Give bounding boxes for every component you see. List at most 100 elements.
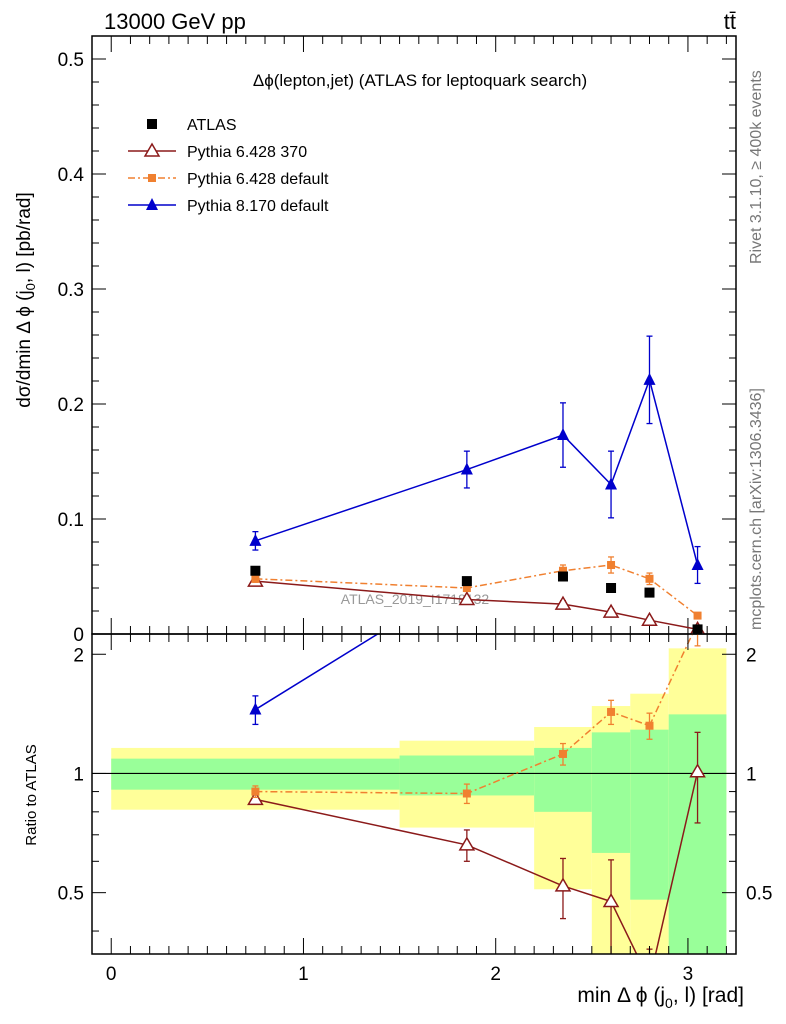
legend: ATLAS Pythia 6.428 370 Pythia 6.428 defaul… bbox=[128, 117, 329, 215]
y-tick-label: 0.1 bbox=[58, 510, 84, 531]
pythia-8170-default-point bbox=[691, 558, 704, 570]
x-tick-label: 0 bbox=[106, 964, 117, 985]
atlas-data-point bbox=[692, 624, 703, 634]
atlas-data-point bbox=[461, 576, 472, 587]
process-label: tt̄ bbox=[724, 9, 736, 34]
atlas-data-point bbox=[644, 587, 655, 598]
ratio-pythia-6428-370-point bbox=[689, 763, 706, 778]
atlas-data-point bbox=[557, 571, 568, 582]
legend-entry: Pythia 8.170 default bbox=[128, 198, 329, 215]
legend-entry: Pythia 6.428 370 bbox=[128, 142, 307, 161]
atlas-data-group bbox=[250, 565, 703, 634]
ratio-panel: 0.5 0.5 1 1 2 2 0 1 2 3 Ratio to ATLAS min Δ ϕ (… bbox=[23, 301, 772, 1011]
legend-marker bbox=[146, 198, 158, 210]
green-band bbox=[591, 732, 631, 853]
atlas-data-point bbox=[250, 565, 261, 576]
pythia-6428-default-point bbox=[693, 611, 702, 620]
ratio-pythia-8170-default-point bbox=[643, 455, 655, 467]
legend-entry: Pythia 6.428 default bbox=[128, 171, 329, 188]
green-band bbox=[111, 758, 400, 790]
pythia-6428-370-line bbox=[255, 580, 698, 631]
legend-entry: ATLAS bbox=[147, 117, 237, 134]
atlas-data-point bbox=[606, 583, 617, 593]
chart-title: Δϕ(lepton,jet) (ATLAS for leptoquark sea… bbox=[253, 71, 587, 90]
ratio-pythia-6428-default-point bbox=[251, 787, 260, 796]
ratio-pythia-6428-370-point bbox=[247, 790, 264, 806]
main-y-axis-label: dσ/dmin Δ ϕ (j0, l) [pb/rad] bbox=[14, 192, 38, 408]
ratio-pythia-8170-default-line bbox=[255, 634, 380, 711]
pythia-6428-370-point bbox=[641, 611, 658, 626]
y-tick-label: 0.5 bbox=[58, 50, 84, 71]
pythia-8170-default-group bbox=[249, 335, 704, 585]
ratio-panel-frame bbox=[91, 633, 737, 955]
legend-marker bbox=[147, 119, 157, 129]
pythia-6428-default-point bbox=[462, 584, 471, 592]
ratio-pythia-6428-370-point bbox=[554, 877, 572, 892]
x-axis-label: min Δ ϕ (j0, l) [rad] bbox=[577, 984, 744, 1011]
pythia-6428-default-line bbox=[255, 564, 699, 617]
pythia-6428-default-point bbox=[607, 561, 616, 569]
x-tick-label: 2 bbox=[490, 964, 501, 985]
ratio-y-tick-label: 2 bbox=[73, 645, 84, 666]
ratio-pythia-6428-default-point bbox=[607, 707, 616, 716]
ratio-pythia-6428-default-point bbox=[558, 749, 567, 758]
legend-label: Pythia 6.428 370 bbox=[187, 144, 307, 161]
ratio-pythia-8170-default-point bbox=[557, 553, 569, 565]
ratio-uncertainty-bands bbox=[111, 648, 727, 954]
legend-label: Pythia 8.170 default bbox=[187, 198, 329, 215]
pythia-6428-default-point bbox=[558, 566, 567, 575]
pythia-8170-default-point bbox=[249, 533, 262, 546]
y-tick-label: 0 bbox=[73, 625, 84, 646]
ratio-pythia-6428-370-group bbox=[247, 731, 706, 954]
pythia-6428-370-point bbox=[554, 595, 572, 610]
ratio-y-axis-label: Ratio to ATLAS bbox=[23, 744, 40, 845]
ratio-y-tick-label-right: 1 bbox=[746, 764, 757, 785]
pythia-8170-default-point bbox=[556, 428, 569, 441]
y-tick-label: 0.4 bbox=[58, 165, 85, 186]
ratio-pythia-6428-default-line bbox=[255, 634, 694, 795]
pythia-8170-default-point bbox=[643, 372, 656, 385]
ratio-pythia-6428-default-point bbox=[645, 721, 654, 730]
pythia-8170-default-point bbox=[605, 477, 618, 490]
legend-label: ATLAS bbox=[187, 117, 237, 134]
pythia-6428-default-point bbox=[645, 574, 654, 583]
ratio-y-tick-label-right: 2 bbox=[746, 645, 757, 666]
ratio-pythia-8170-default-group bbox=[249, 301, 704, 726]
pythia-8170-default-line bbox=[255, 377, 699, 566]
x-tick-label: 1 bbox=[298, 964, 309, 985]
ratio-pythia-8170-default-point bbox=[249, 702, 262, 715]
watermark-label: ATLAS_2019_I1718132 bbox=[341, 591, 490, 607]
ratio-y-tick-label: 0.5 bbox=[58, 884, 84, 905]
ratio-pythia-6428-default-group bbox=[251, 634, 701, 805]
rivet-label: Rivet 3.1.10, ≥ 400k events bbox=[748, 70, 765, 264]
ratio-y-axis: 0.5 0.5 1 1 2 2 bbox=[58, 645, 772, 932]
ratio-x-axis: 0 1 2 3 bbox=[106, 634, 727, 985]
pythia-6428-default-group bbox=[251, 556, 702, 620]
pythia-8170-default-point bbox=[460, 462, 473, 475]
main-panel: 0 0.1 0.2 0.3 0.4 0.5 Δϕ(lepton,jet) (ATLAS f… bbox=[14, 35, 737, 646]
y-tick-label: 0.2 bbox=[58, 395, 84, 416]
main-y-axis: 0 0.1 0.2 0.3 0.4 0.5 bbox=[58, 35, 736, 646]
ratio-pythia-6428-370-point bbox=[458, 836, 476, 851]
pythia-6428-default-point bbox=[251, 574, 260, 583]
mcplots-label: mcplots.cern.ch [arXiv:1306.3436] bbox=[748, 388, 765, 630]
ratio-y-tick-label-right: 0.5 bbox=[746, 884, 772, 905]
ratio-pythia-6428-default-point bbox=[462, 789, 471, 798]
energy-label: 13000 GeV pp bbox=[104, 9, 246, 34]
x-tick-label: 3 bbox=[683, 964, 694, 985]
main-series-layer bbox=[247, 335, 706, 634]
green-band bbox=[630, 729, 669, 900]
y-tick-label: 0.3 bbox=[58, 280, 84, 301]
pythia-6428-370-point bbox=[458, 591, 476, 606]
ratio-series-layer bbox=[247, 301, 706, 954]
main-x-ticks bbox=[110, 36, 727, 634]
ratio-pythia-6428-370-line bbox=[255, 771, 699, 954]
ratio-pythia-6428-370-point bbox=[602, 892, 620, 908]
legend-marker bbox=[148, 174, 156, 182]
pythia-6428-370-point bbox=[602, 603, 620, 618]
legend-marker bbox=[143, 142, 161, 157]
legend-label: Pythia 6.428 default bbox=[187, 171, 329, 188]
ratio-pythia-8170-default-point bbox=[692, 301, 704, 313]
ratio-y-tick-label: 1 bbox=[73, 764, 84, 785]
